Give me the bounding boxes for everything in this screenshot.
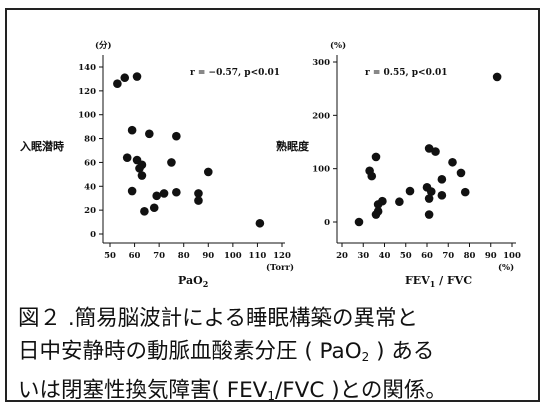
- data-point: [424, 194, 434, 203]
- data-point: [167, 158, 176, 167]
- data-point: [194, 196, 203, 205]
- left-x-tick-label: 120: [273, 251, 291, 261]
- right-x-label: FEV1 / FVC: [405, 274, 472, 289]
- left-y-tick-label: 40: [84, 182, 96, 192]
- data-point: [255, 218, 265, 228]
- data-point: [424, 144, 434, 153]
- data-point: [145, 129, 154, 139]
- data-point: [194, 189, 203, 198]
- left-x-tick-label: 110: [249, 251, 267, 261]
- left-y-unit: (分): [95, 40, 112, 51]
- left-y-tick-label: 140: [78, 63, 96, 73]
- data-point: [135, 164, 144, 173]
- data-point: [424, 210, 434, 219]
- right-y-ticks: 0 100 200 300: [312, 58, 337, 228]
- data-point: [113, 79, 122, 88]
- left-y-tick-label: 100: [78, 111, 96, 121]
- data-point: [456, 168, 466, 178]
- left-annotation: r = −0.57, p<0.01: [190, 68, 280, 78]
- charts-svg: (分) 入眠潜時 r = −0.57, p<0.01 0 20 40 60 80 100 1…: [20, 40, 521, 289]
- right-x-tick-label: 40: [379, 251, 391, 261]
- caption-line-3-a: いは閉塞性換気障害( FEV: [18, 378, 268, 403]
- data-point: [127, 186, 137, 196]
- right-y-tick-label: 0: [324, 218, 330, 228]
- right-x-tick-label: 100: [503, 251, 521, 261]
- data-point: [203, 167, 213, 177]
- left-x-ticks: 50 60 70 80 90 100 110 120: [104, 243, 291, 261]
- data-point: [122, 153, 132, 162]
- data-point: [460, 187, 470, 197]
- figure-caption: 図２ .簡易脳波計による睡眠構築の異常と 日中安静時の動脈血酸素分圧 ( PaO…: [18, 302, 538, 413]
- left-y-label: 入眠潜時: [20, 139, 64, 153]
- data-point: [395, 197, 404, 207]
- data-point: [373, 200, 383, 209]
- data-point: [137, 171, 147, 180]
- caption-line-2: 日中安静時の動脈血酸素分圧 ( PaO2 ) ある: [18, 335, 538, 374]
- data-point: [367, 171, 377, 181]
- right-y-tick-label: 100: [312, 165, 330, 175]
- left-x-tick-label: 50: [104, 251, 116, 261]
- left-x-tick-label: 100: [224, 251, 242, 261]
- left-y-ticks: 0 20 40 60 80 100 120 140: [78, 63, 103, 240]
- caption-line-3-sub: 1: [267, 389, 276, 403]
- data-point: [120, 73, 130, 83]
- left-x-tick-label: 80: [178, 251, 190, 261]
- right-x-tick-label: 50: [400, 251, 412, 261]
- right-x-tick-label: 20: [336, 251, 348, 261]
- right-annotation: r = 0.55, p<0.01: [365, 68, 448, 78]
- caption-line-2-a: 日中安静時の動脈血酸素分圧 ( PaO: [18, 339, 362, 364]
- left-y-tick-label: 0: [90, 230, 96, 240]
- left-y-tick-label: 20: [84, 206, 96, 216]
- caption-line-3-b: /FVC )との関係。: [275, 378, 447, 403]
- data-point: [426, 187, 436, 196]
- data-point: [354, 217, 364, 227]
- left-x-label: PaO2: [178, 274, 208, 289]
- data-point: [437, 191, 447, 200]
- left-x-tick-label: 90: [202, 251, 214, 261]
- right-x-tick-label: 30: [357, 251, 369, 261]
- left-x-unit: (Torr): [266, 262, 294, 273]
- data-point: [159, 189, 169, 198]
- data-point: [431, 147, 440, 156]
- left-x-tick-label: 60: [129, 251, 141, 261]
- right-points: [354, 72, 502, 227]
- data-point: [127, 125, 137, 135]
- data-point: [172, 131, 181, 141]
- left-y-tick-label: 80: [84, 135, 96, 145]
- data-point: [140, 207, 149, 216]
- right-y-label: 熟眠度: [276, 139, 310, 153]
- data-point: [149, 203, 159, 213]
- caption-line-2-b: ) ある: [369, 339, 435, 364]
- right-y-tick-label: 300: [312, 58, 330, 68]
- caption-line-3: いは閉塞性換気障害( FEV1/FVC )との関係。: [18, 374, 538, 413]
- data-point: [492, 72, 502, 82]
- right-y-tick-label: 200: [312, 111, 330, 121]
- right-x-ticks: 20 30 40 50 60 70 80 90 100: [336, 243, 521, 261]
- data-point: [448, 157, 457, 167]
- right-x-tick-label: 70: [442, 251, 454, 261]
- data-point: [371, 152, 381, 162]
- figure-frame: [5, 8, 540, 402]
- left-x-tick-label: 70: [153, 251, 165, 261]
- chart-fev1fvc-sleep-depth: (%) 熟眠度 r = 0.55, p<0.01 0 100 200 300 20 30…: [276, 40, 521, 289]
- caption-line-2-sub: 2: [361, 350, 370, 364]
- right-x-tick-label: 80: [464, 251, 476, 261]
- data-point: [152, 191, 161, 201]
- right-x-tick-label: 90: [485, 251, 497, 261]
- right-x-tick-label: 60: [421, 251, 433, 261]
- right-x-unit: (%): [498, 262, 514, 273]
- left-points: [113, 72, 265, 228]
- data-point: [132, 72, 142, 81]
- data-point: [405, 186, 415, 196]
- left-y-tick-label: 60: [84, 158, 96, 168]
- data-point: [172, 187, 181, 197]
- chart-pao2-sleep-latency: (分) 入眠潜時 r = −0.57, p<0.01 0 20 40 60 80 100 1…: [20, 40, 294, 289]
- data-point: [437, 175, 447, 184]
- right-y-unit: (%): [330, 40, 346, 51]
- data-point: [371, 210, 381, 219]
- caption-line-1: 図２ .簡易脳波計による睡眠構築の異常と: [18, 306, 419, 331]
- left-y-tick-label: 120: [78, 87, 96, 97]
